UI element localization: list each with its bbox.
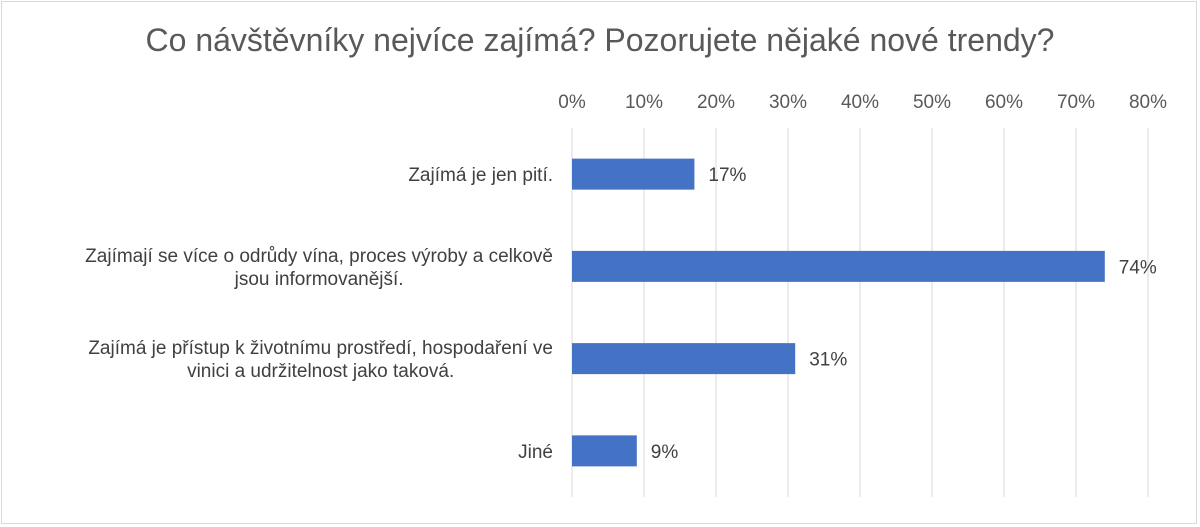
data-label: 74% bbox=[1119, 257, 1157, 278]
chart-title: Co návštěvníky nejvíce zajímá? Pozorujet… bbox=[145, 22, 1055, 58]
data-label: 31% bbox=[809, 350, 847, 371]
category-label: Zajímají se více o odrůdy vína, proces v… bbox=[85, 246, 553, 290]
x-tick-label: 40% bbox=[841, 92, 879, 113]
x-tick-label: 0% bbox=[558, 92, 586, 113]
bar bbox=[572, 435, 637, 467]
x-tick-label: 10% bbox=[625, 92, 663, 113]
bar bbox=[572, 158, 695, 190]
bar bbox=[572, 250, 1105, 282]
category-label: Zajímá je přístup k životnímu prostředí,… bbox=[88, 338, 553, 382]
x-tick-label: 50% bbox=[913, 92, 951, 113]
category-label: Jiné bbox=[518, 442, 553, 463]
bar bbox=[572, 343, 796, 375]
data-label: 9% bbox=[651, 442, 679, 463]
x-tick-label: 30% bbox=[769, 92, 807, 113]
x-tick-label: 60% bbox=[985, 92, 1023, 113]
x-tick-label: 80% bbox=[1129, 92, 1167, 113]
data-label: 17% bbox=[708, 165, 746, 186]
x-tick-label: 70% bbox=[1057, 92, 1095, 113]
category-label: Zajímá je jen pití. bbox=[408, 165, 553, 186]
x-tick-label: 20% bbox=[697, 92, 735, 113]
